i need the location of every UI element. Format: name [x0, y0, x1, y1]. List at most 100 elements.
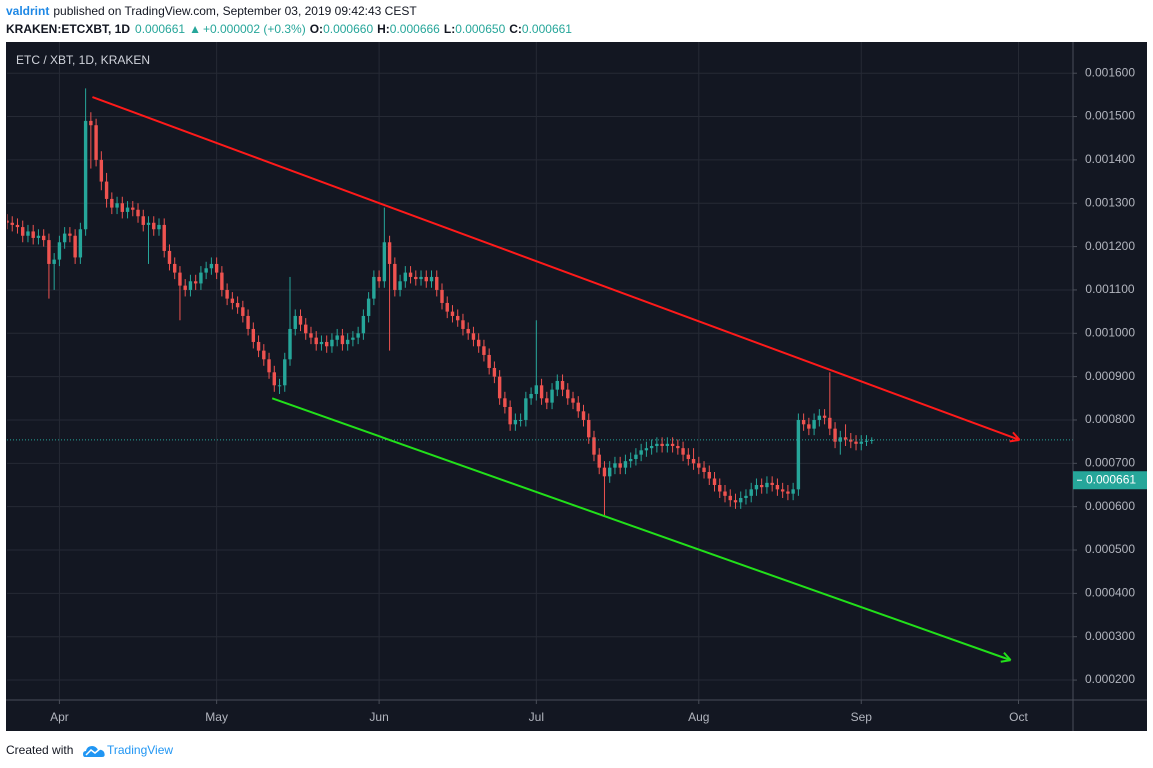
- candle-body: [377, 276, 381, 282]
- y-tick-label: 0.001400: [1085, 152, 1135, 166]
- candle-body: [414, 276, 418, 280]
- y-tick-label: 0.000300: [1085, 629, 1135, 643]
- y-tick-label: 0.001000: [1085, 325, 1135, 339]
- candle-body: [456, 315, 460, 321]
- candle-body: [214, 263, 219, 273]
- candle-body: [141, 216, 145, 225]
- candle-body: [241, 307, 245, 316]
- open-label: O:: [310, 22, 323, 36]
- symbol: KRAKEN:ETCXBT, 1D: [6, 22, 130, 36]
- candle-body: [796, 419, 801, 490]
- candle-body: [393, 263, 397, 290]
- candle-body: [146, 222, 151, 225]
- candle-body: [440, 289, 444, 303]
- high-label: H:: [377, 22, 390, 36]
- candle-body: [518, 419, 523, 421]
- candle-body: [267, 359, 271, 373]
- candle-body: [21, 227, 25, 236]
- x-tick-label: Jun: [369, 710, 388, 724]
- y-tick-label: 0.001500: [1085, 109, 1135, 123]
- candle-body: [466, 328, 470, 334]
- candle-body: [739, 498, 743, 503]
- candle-body: [298, 315, 303, 325]
- candle-body: [424, 276, 428, 282]
- candle-body: [99, 159, 104, 182]
- candle-body: [293, 315, 297, 329]
- x-tick-label: Sep: [851, 710, 873, 724]
- candle-body: [120, 203, 125, 212]
- candle-body: [780, 489, 785, 492]
- candle-body: [314, 337, 318, 345]
- candle-body: [188, 281, 193, 290]
- candle-body: [634, 454, 638, 459]
- candle-body: [220, 272, 224, 290]
- candle-body: [304, 324, 308, 334]
- candle-body: [152, 222, 156, 230]
- candle-body: [649, 445, 654, 449]
- tradingview-brand[interactable]: TradingView: [107, 743, 173, 757]
- publish-line: valdrint published on TradingView.com, Se…: [6, 4, 417, 18]
- candle-body: [398, 281, 402, 290]
- candle-body: [623, 461, 628, 468]
- candle-body: [31, 231, 35, 238]
- candle-body: [361, 315, 366, 334]
- trend-line: [92, 96, 1020, 441]
- candle-body: [581, 411, 586, 420]
- x-tick-label: Oct: [1009, 710, 1028, 724]
- candle-body: [178, 272, 182, 286]
- candle-body: [513, 419, 518, 425]
- trend-arrowhead: [1003, 652, 1012, 661]
- candle-body: [471, 333, 476, 340]
- candle-body: [225, 289, 229, 299]
- plot: [7, 88, 1073, 663]
- candle-body: [503, 398, 507, 407]
- candle-body: [587, 419, 591, 438]
- candle-body: [618, 463, 622, 468]
- candle-body: [864, 440, 869, 442]
- candle-body: [36, 235, 41, 238]
- candle-body: [571, 398, 575, 403]
- candle-body: [487, 354, 491, 368]
- low-value: 0.000650: [455, 22, 505, 36]
- candle-body: [230, 298, 235, 303]
- open-value: 0.000660: [323, 22, 373, 36]
- candle-body: [272, 372, 276, 386]
- candle-body: [382, 242, 387, 282]
- candle-body: [529, 393, 533, 399]
- candle-body: [131, 207, 135, 210]
- candle-body: [733, 500, 738, 503]
- candle-body: [408, 272, 413, 277]
- candle-body: [849, 439, 853, 442]
- candle-body: [665, 443, 670, 446]
- candle-body: [497, 376, 502, 399]
- candle-body: [801, 419, 806, 425]
- candle-body: [199, 272, 203, 284]
- candle-body: [534, 385, 539, 394]
- candle-body: [723, 491, 727, 496]
- candle-body: [445, 302, 449, 312]
- created-with: Created with: [6, 743, 73, 757]
- candle-body: [691, 458, 696, 464]
- y-tick-label: 0.000500: [1085, 542, 1135, 556]
- y-tick-label: 0.001300: [1085, 195, 1135, 209]
- chart-legend: ETC / XBT, 1D, KRAKEN: [16, 53, 150, 67]
- candle-body: [277, 385, 282, 387]
- candle-body: [592, 437, 596, 455]
- candle-body: [812, 419, 816, 429]
- candle-body: [833, 428, 837, 442]
- author[interactable]: valdrint: [6, 4, 49, 18]
- candle-body: [686, 454, 691, 459]
- y-tick-label: 0.000200: [1085, 672, 1135, 686]
- y-tick-label: 0.000900: [1085, 369, 1135, 383]
- candle-body: [670, 443, 675, 446]
- candle-body: [173, 263, 177, 273]
- candle-body: [330, 339, 334, 347]
- candle-body: [47, 240, 51, 264]
- candle-body: [157, 224, 161, 230]
- candle-body: [791, 489, 795, 494]
- candle-body: [335, 335, 339, 340]
- candle-body: [775, 485, 780, 490]
- candle-body: [62, 233, 67, 243]
- candle-body: [676, 445, 680, 449]
